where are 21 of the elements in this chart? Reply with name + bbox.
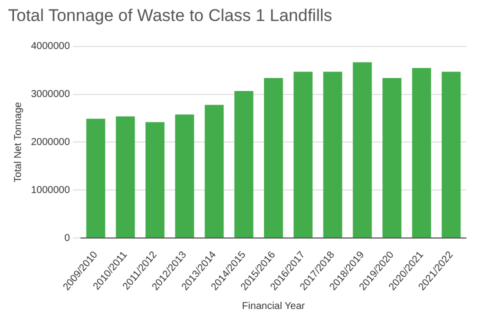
bar [442,72,461,238]
bar [116,116,135,238]
bar [86,118,106,238]
bar [323,72,342,238]
bar [175,114,194,238]
bar [204,104,224,238]
bar [234,90,254,238]
chart-title: Total Tonnage of Waste to Class 1 Landfills [8,6,332,25]
y-tick-label: 4000000 [30,41,70,52]
y-axis-title: Total Net Tonnage [12,102,24,182]
bar [352,62,372,238]
bar [382,78,402,238]
bar [264,78,283,238]
bar [412,68,432,238]
bar [294,72,313,238]
y-tick-label: 2000000 [30,136,70,148]
y-tick-label: 3000000 [30,89,70,100]
y-tick-label: 0 [64,232,70,244]
bar [146,122,164,238]
y-tick-label: 1000000 [30,184,70,196]
x-axis-title: Financial Year [242,300,306,312]
